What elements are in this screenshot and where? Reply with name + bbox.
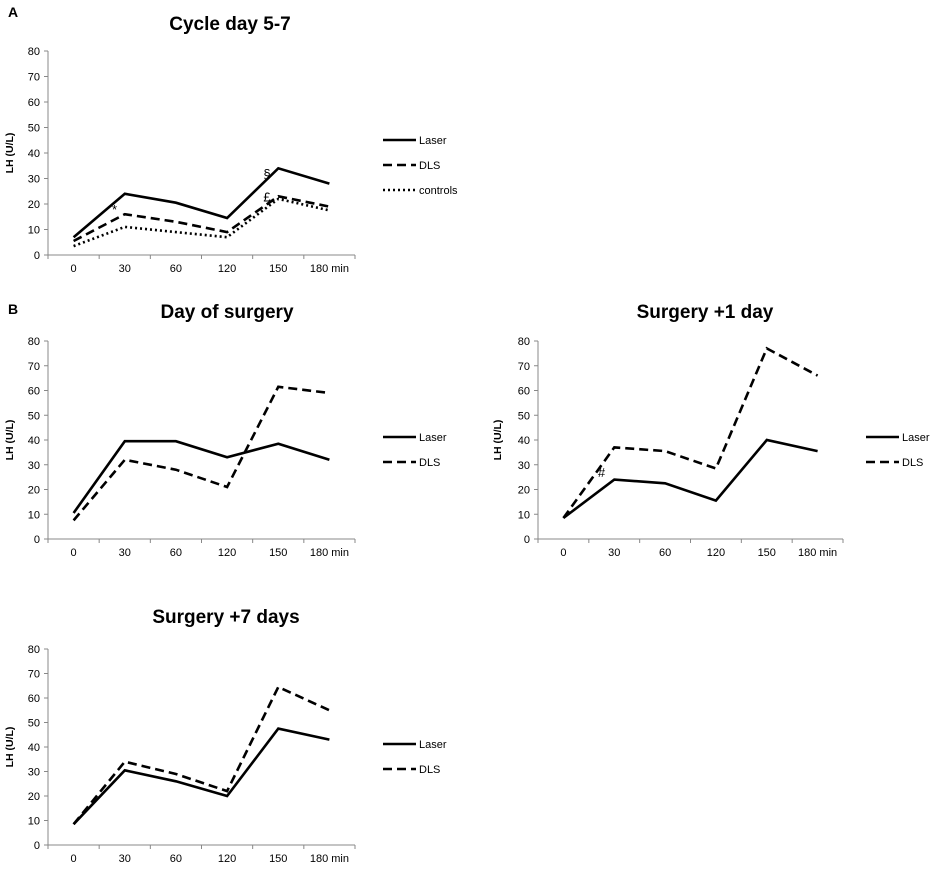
- x-tick-label: 120: [707, 547, 725, 559]
- x-tick-label: 150: [269, 263, 287, 275]
- legend-label-controls: controls: [419, 185, 458, 197]
- chart-1: Cycle day 5-7 LH (U/L) 0 10 20 30 40 50 60 70 80 0 3…: [4, 14, 458, 275]
- panel-letter-b: B: [8, 301, 18, 317]
- x-tick-label: 30: [119, 853, 131, 865]
- y-tick-label: 10: [28, 816, 40, 828]
- y-tick-label: 50: [518, 410, 530, 422]
- chart-2: Day of surgery LH (U/L) 0 10 20 30 40 50 60 70 80 0…: [4, 302, 447, 559]
- y-tick-label: 50: [28, 718, 40, 730]
- y-tick-label: 20: [28, 485, 40, 497]
- y-tick-label: 60: [28, 693, 40, 705]
- x-tick-label: 60: [170, 853, 182, 865]
- chart-title: Cycle day 5-7: [169, 14, 290, 35]
- y-tick-label: 70: [28, 669, 40, 681]
- y-tick-label: 80: [28, 644, 40, 656]
- series-line-controls: [73, 197, 330, 248]
- x-tick-label: 0: [71, 853, 77, 865]
- y-tick-label: 20: [28, 791, 40, 803]
- y-tick-label: 0: [34, 840, 40, 852]
- x-tick-label: 120: [218, 853, 236, 865]
- y-axis-label: LH (U/L): [4, 133, 16, 174]
- y-tick-label: 30: [28, 767, 40, 779]
- chart-title: Day of surgery: [160, 302, 293, 323]
- y-tick-label: 30: [28, 174, 40, 186]
- series-line-dls: [72, 194, 330, 243]
- series-line-laser: [72, 439, 330, 514]
- series-line-laser: [562, 438, 818, 520]
- y-tick-label: 70: [518, 361, 530, 373]
- legend-label-laser: Laser: [902, 432, 930, 444]
- chart-title: Surgery +1 day: [637, 302, 774, 323]
- y-tick-label: 0: [34, 534, 40, 546]
- y-tick-label: 0: [524, 534, 530, 546]
- series-line-laser: [72, 727, 330, 826]
- y-tick-label: 80: [518, 336, 530, 348]
- y-tick-label: 60: [28, 386, 40, 398]
- y-tick-label: 40: [28, 148, 40, 160]
- y-tick-label: 10: [28, 225, 40, 237]
- x-tick-label: 60: [659, 547, 671, 559]
- y-tick-label: 30: [518, 460, 530, 472]
- x-tick-label: 120: [218, 547, 236, 559]
- chart-title: Surgery +7 days: [152, 607, 299, 628]
- legend-label-dls: DLS: [419, 764, 440, 776]
- x-tick-label: 0: [71, 547, 77, 559]
- y-tick-label: 80: [28, 46, 40, 58]
- x-tick-label: 180 min: [310, 547, 349, 559]
- y-tick-label: 50: [28, 123, 40, 135]
- x-tick-label: 30: [119, 547, 131, 559]
- x-tick-label: 180 min: [310, 853, 349, 865]
- y-tick-label: 20: [518, 485, 530, 497]
- x-tick-label: 60: [170, 547, 182, 559]
- y-tick-label: 70: [28, 72, 40, 84]
- x-tick-label: 0: [560, 547, 566, 559]
- legend-label-dls: DLS: [419, 457, 440, 469]
- y-tick-label: 50: [28, 410, 40, 422]
- y-tick-label: 10: [28, 509, 40, 521]
- y-tick-label: 40: [28, 435, 40, 447]
- series-line-dls: [72, 685, 330, 826]
- chart-4: Surgery +7 days LH (U/L) 0 10 20 30 40 50 60 70 80…: [4, 607, 447, 865]
- y-tick-label: 0: [34, 250, 40, 262]
- x-tick-label: 150: [269, 853, 287, 865]
- legend-label-laser: Laser: [419, 432, 447, 444]
- x-tick-label: 60: [170, 263, 182, 275]
- x-tick-label: 30: [119, 263, 131, 275]
- significance-marker: §: [263, 167, 270, 182]
- legend-label-dls: DLS: [902, 457, 923, 469]
- series-line-dls: [562, 346, 819, 519]
- chart-3: Surgery +1 day LH (U/L) 0 10 20 30 40 50 60 70 80 0…: [492, 302, 930, 559]
- y-tick-label: 70: [28, 361, 40, 373]
- y-tick-label: 10: [518, 509, 530, 521]
- x-tick-label: 120: [218, 263, 236, 275]
- significance-marker: #: [598, 465, 606, 480]
- y-tick-label: 80: [28, 336, 40, 348]
- x-tick-label: 180 min: [310, 263, 349, 275]
- x-tick-label: 30: [608, 547, 620, 559]
- x-tick-label: 0: [71, 263, 77, 275]
- y-axis-label: LH (U/L): [4, 420, 16, 461]
- y-tick-label: 30: [28, 460, 40, 472]
- panel-letter-a: A: [8, 4, 18, 20]
- legend-label-dls: DLS: [419, 160, 440, 172]
- series-line-laser: [72, 166, 330, 239]
- significance-marker: *: [112, 202, 117, 217]
- y-tick-label: 40: [518, 435, 530, 447]
- x-tick-label: 150: [269, 547, 287, 559]
- legend-label-laser: Laser: [419, 739, 447, 751]
- y-tick-label: 40: [28, 742, 40, 754]
- y-axis-label: LH (U/L): [492, 420, 504, 461]
- y-tick-label: 60: [28, 97, 40, 109]
- series-line-dls: [72, 385, 330, 522]
- x-tick-label: 150: [758, 547, 776, 559]
- significance-marker: £: [263, 189, 271, 204]
- y-axis-label: LH (U/L): [4, 727, 16, 768]
- legend-label-laser: Laser: [419, 135, 447, 147]
- x-tick-label: 180 min: [798, 547, 837, 559]
- y-tick-label: 20: [28, 199, 40, 211]
- y-tick-label: 60: [518, 386, 530, 398]
